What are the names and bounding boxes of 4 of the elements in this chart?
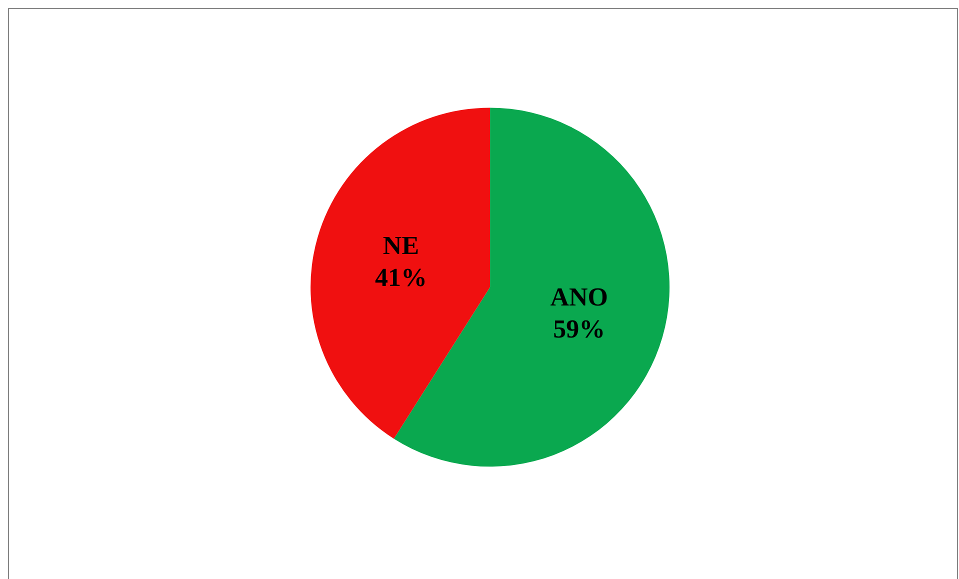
data-label: 41% [374,262,427,292]
data-label: 59% [553,314,606,344]
slice-label: ANO [550,282,608,312]
slice-label: NE [382,230,420,260]
